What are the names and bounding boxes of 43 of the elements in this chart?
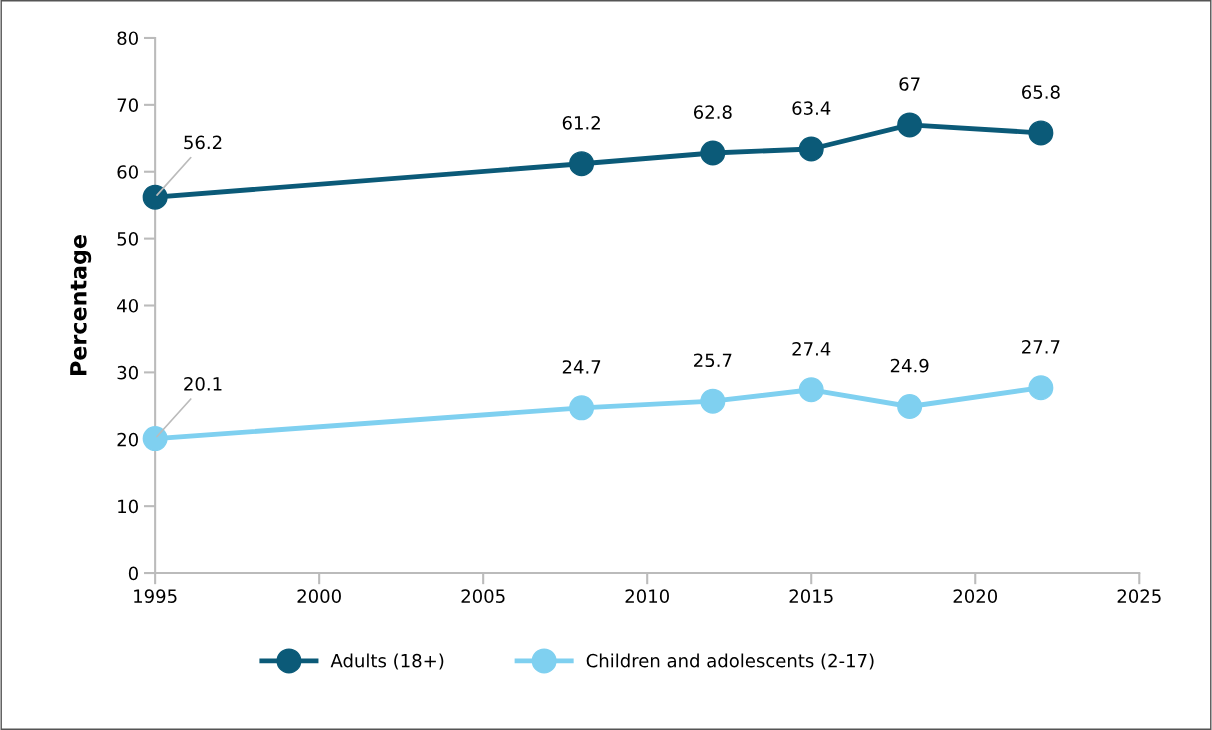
y-tick-label: 50: [117, 232, 138, 246]
data-label: 27.4: [792, 342, 831, 356]
point: [700, 388, 726, 414]
y-tick-label: 70: [117, 98, 138, 112]
data-label: 61.2: [562, 116, 600, 130]
x-tick-label: 1995: [134, 589, 177, 603]
x-tick-label: 2015: [789, 589, 833, 603]
data-label: 56.2: [184, 135, 222, 150]
point: [142, 426, 168, 452]
y-axis-title: Percentage: [70, 235, 92, 375]
y-tick-label: 0: [128, 566, 138, 581]
data-label: 65.8: [1022, 85, 1060, 99]
point: [142, 184, 168, 210]
legend-label: Children and adolescents (2-17): [586, 653, 874, 670]
point: [1028, 120, 1054, 146]
y-tick-label: 10: [118, 499, 138, 514]
point: [569, 395, 595, 421]
data-label: 20.1: [184, 377, 222, 391]
y-tick-label: 20: [117, 432, 138, 447]
data-label: 67: [899, 77, 920, 91]
point: [1028, 375, 1054, 401]
y-tick-label: 60: [117, 165, 138, 179]
y-tick-label: 80: [117, 31, 138, 46]
data-label: 24.9: [890, 358, 929, 373]
data-label: 62.8: [693, 105, 732, 119]
x-tick-label: 2010: [625, 589, 669, 603]
point: [798, 136, 824, 162]
data-label: 25.7: [694, 353, 732, 368]
legend-label: Adults (18+): [330, 653, 444, 670]
x-tick-label: 2000: [297, 589, 341, 603]
x-tick-label: 2025: [1117, 589, 1161, 603]
point: [700, 140, 726, 166]
x-tick-label: 2005: [461, 589, 505, 603]
y-tick-label: 30: [117, 365, 138, 380]
data-label: 63.4: [792, 101, 831, 115]
data-label: 27.7: [1022, 340, 1060, 354]
point: [569, 151, 595, 177]
data-label: 24.7: [562, 360, 601, 374]
y-tick-label: 40: [117, 298, 138, 313]
x-tick-label: 2020: [953, 589, 998, 603]
point: [798, 377, 824, 403]
point: [897, 394, 923, 420]
point: [897, 112, 923, 138]
